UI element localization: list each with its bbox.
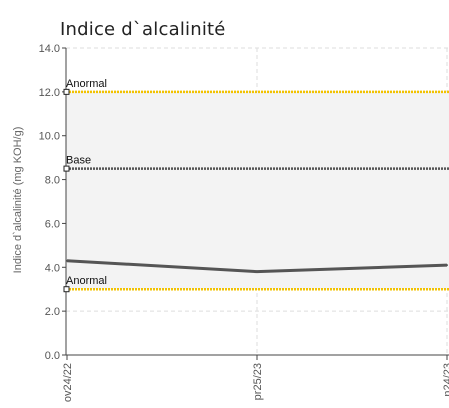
axes: 0.0 2.0 4.0 6.0 8.0 10.0 12.0 14.0 ov24/22 pr25/2… bbox=[39, 43, 449, 402]
data-point bbox=[66, 259, 68, 262]
y-tick-label: 10.0 bbox=[39, 131, 60, 143]
reference-marker bbox=[63, 88, 70, 95]
normal-band bbox=[66, 91, 449, 290]
reference-label: Anormal bbox=[66, 78, 107, 90]
y-axis-label: Indice d`alcalinité (mg KOH/g) bbox=[12, 127, 24, 274]
y-tick-label: 8.0 bbox=[45, 175, 60, 187]
reference-label: Base bbox=[66, 155, 91, 167]
x-tick-label: n24/23 bbox=[442, 363, 449, 397]
y-tick-label: 6.0 bbox=[45, 218, 60, 230]
shaded-band bbox=[66, 91, 449, 290]
reference-marker bbox=[63, 286, 70, 293]
series bbox=[66, 259, 448, 274]
y-tick-label: 14.0 bbox=[39, 43, 60, 55]
x-tick-label: ov24/22 bbox=[62, 363, 74, 402]
data-point bbox=[446, 264, 448, 267]
y-tick-label: 4.0 bbox=[45, 262, 60, 274]
reference-marker bbox=[63, 165, 70, 172]
reference-lines: Anormal Base Anormal bbox=[63, 78, 449, 293]
y-tick-label: 12.0 bbox=[39, 87, 60, 99]
y-tick-label: 2.0 bbox=[45, 306, 60, 318]
x-tick-label: pr25/23 bbox=[252, 363, 264, 400]
y-tick-label: 0.0 bbox=[45, 350, 60, 362]
chart-title: Indice d`alcalinité bbox=[60, 19, 226, 40]
reference-label: Anormal bbox=[66, 275, 107, 287]
data-point bbox=[256, 270, 258, 273]
